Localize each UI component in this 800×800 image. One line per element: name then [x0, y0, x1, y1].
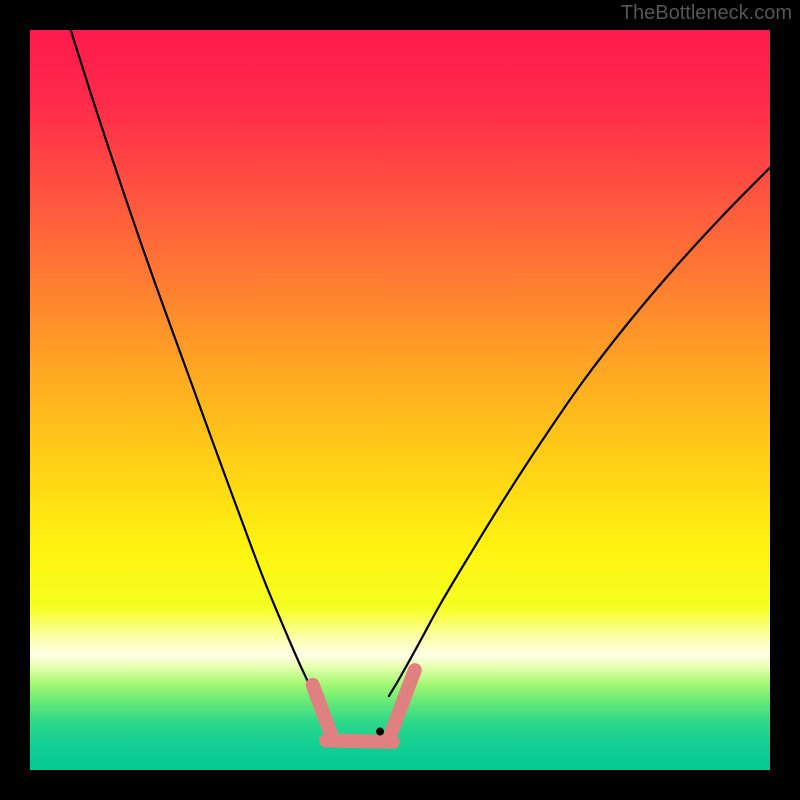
watermark-text: TheBottleneck.com [621, 2, 792, 25]
chart-canvas: TheBottleneck.com [0, 0, 800, 800]
marker-right-bar [389, 670, 415, 739]
right-curve [389, 168, 770, 696]
plot-area [30, 30, 770, 770]
left-curve [71, 30, 315, 696]
curve-layer [30, 30, 770, 770]
marker-left-bar [313, 685, 332, 737]
marker-group [313, 670, 415, 742]
marker-dot [376, 728, 384, 736]
